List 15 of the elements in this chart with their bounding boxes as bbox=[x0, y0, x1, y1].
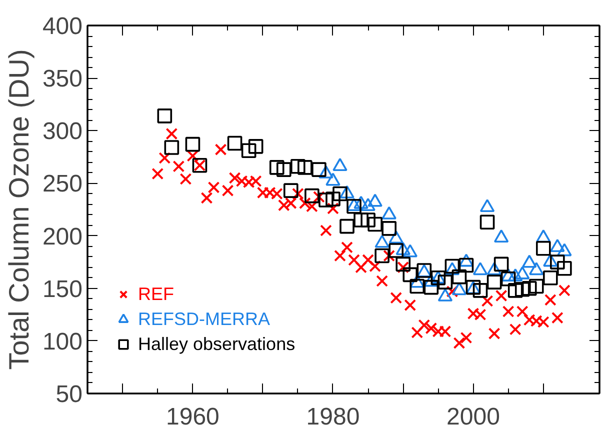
y-tick-label: 250 bbox=[42, 170, 83, 198]
y-axis-title: Total Column Ozone (DU) bbox=[3, 49, 34, 370]
y-tick-label: 200 bbox=[42, 223, 83, 250]
y-tick-label: 350 bbox=[42, 66, 83, 93]
legend-label: Halley observations bbox=[138, 333, 296, 355]
x-tick-label: 1980 bbox=[306, 404, 360, 427]
y-tick-label: 100 bbox=[42, 328, 83, 356]
x-tick-label: 2000 bbox=[446, 404, 500, 427]
y-tick-label: 50 bbox=[56, 381, 83, 408]
y-tick-label: 150 bbox=[42, 276, 83, 303]
y-tick-label: 400 bbox=[42, 13, 83, 40]
legend-label: REFSD-MERRA bbox=[138, 308, 270, 330]
y-tick-label: 300 bbox=[42, 118, 83, 146]
legend-label: REF bbox=[138, 283, 174, 305]
x-tick-label: 1960 bbox=[166, 404, 220, 427]
